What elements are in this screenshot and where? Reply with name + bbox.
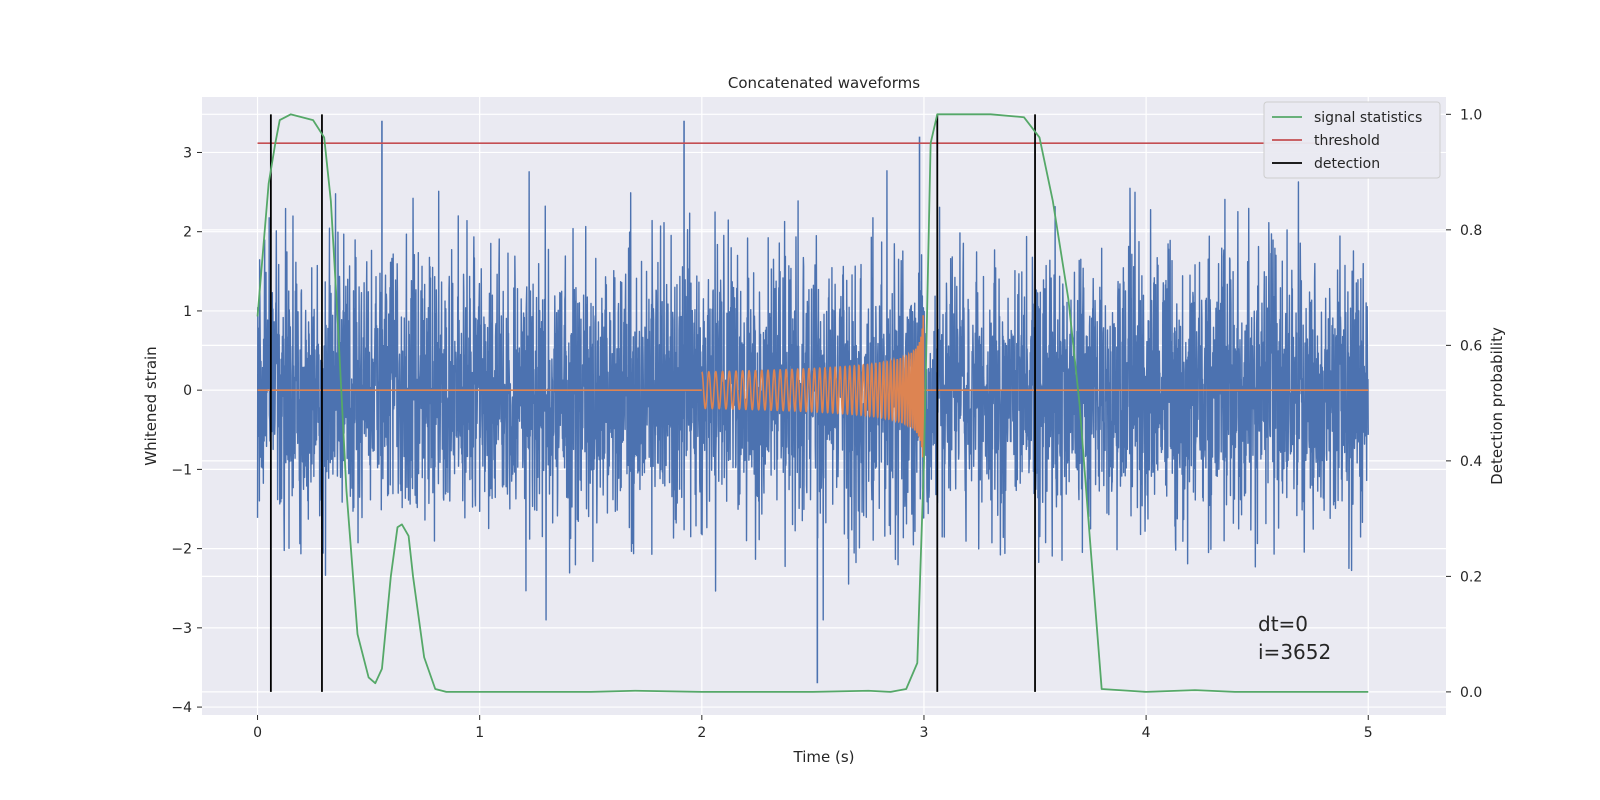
y-right-tick-label: 1.0 [1460,107,1482,123]
signal-statistics-line [256,113,1369,693]
chart-title: Concatenated waveforms [728,74,920,92]
legend-label-threshold: threshold [1314,133,1380,149]
y-right-tick-label: 0.6 [1460,338,1482,354]
noise-series [256,120,1369,684]
y-right-tick-label: 0.4 [1460,454,1482,470]
noise-line [256,170,1369,621]
x-tick-label: 3 [920,725,929,741]
ticks: 0 1 2 3 4 5 −4 −3 −2 −1 0 1 2 3 0.0 0.2 0.4 0.6 0.8 1.0 [171,107,1482,741]
y-tick-label: 0 [183,383,192,399]
y-tick-label: −2 [171,542,192,558]
y-tick-label: −3 [171,621,192,637]
y-right-tick-label: 0.8 [1460,223,1482,239]
x-tick-label: 1 [475,725,484,741]
x-tick-label: 0 [253,725,262,741]
y-axis-label: Whitened strain [142,346,160,465]
y-axis-right-label: Detection probability [1488,327,1506,485]
y-right-tick-label: 0.0 [1460,685,1482,701]
chirp-line [701,315,925,458]
x-axis-label: Time (s) [793,748,855,766]
x-tick-label: 2 [697,725,706,741]
chirp-series [257,315,1369,458]
y-tick-label: 2 [183,225,192,241]
y-tick-label: −4 [171,700,192,716]
legend-label-signal: signal statistics [1314,110,1422,126]
y-tick-label: 1 [183,304,192,320]
legend-box [1263,101,1441,179]
x-tick-label: 4 [1142,725,1151,741]
legend-label-detection: detection [1314,156,1380,172]
detection-series [269,114,1036,692]
annotation-i: i=3652 [1258,640,1331,664]
x-tick-label: 5 [1364,725,1373,741]
legend: signal statistics threshold detection [1263,101,1441,179]
signal-series [256,113,1369,693]
y-tick-label: 3 [183,145,192,161]
y-tick-label: −1 [171,462,192,478]
annotation-dt: dt=0 [1258,612,1308,636]
y-right-tick-label: 0.2 [1460,569,1482,585]
